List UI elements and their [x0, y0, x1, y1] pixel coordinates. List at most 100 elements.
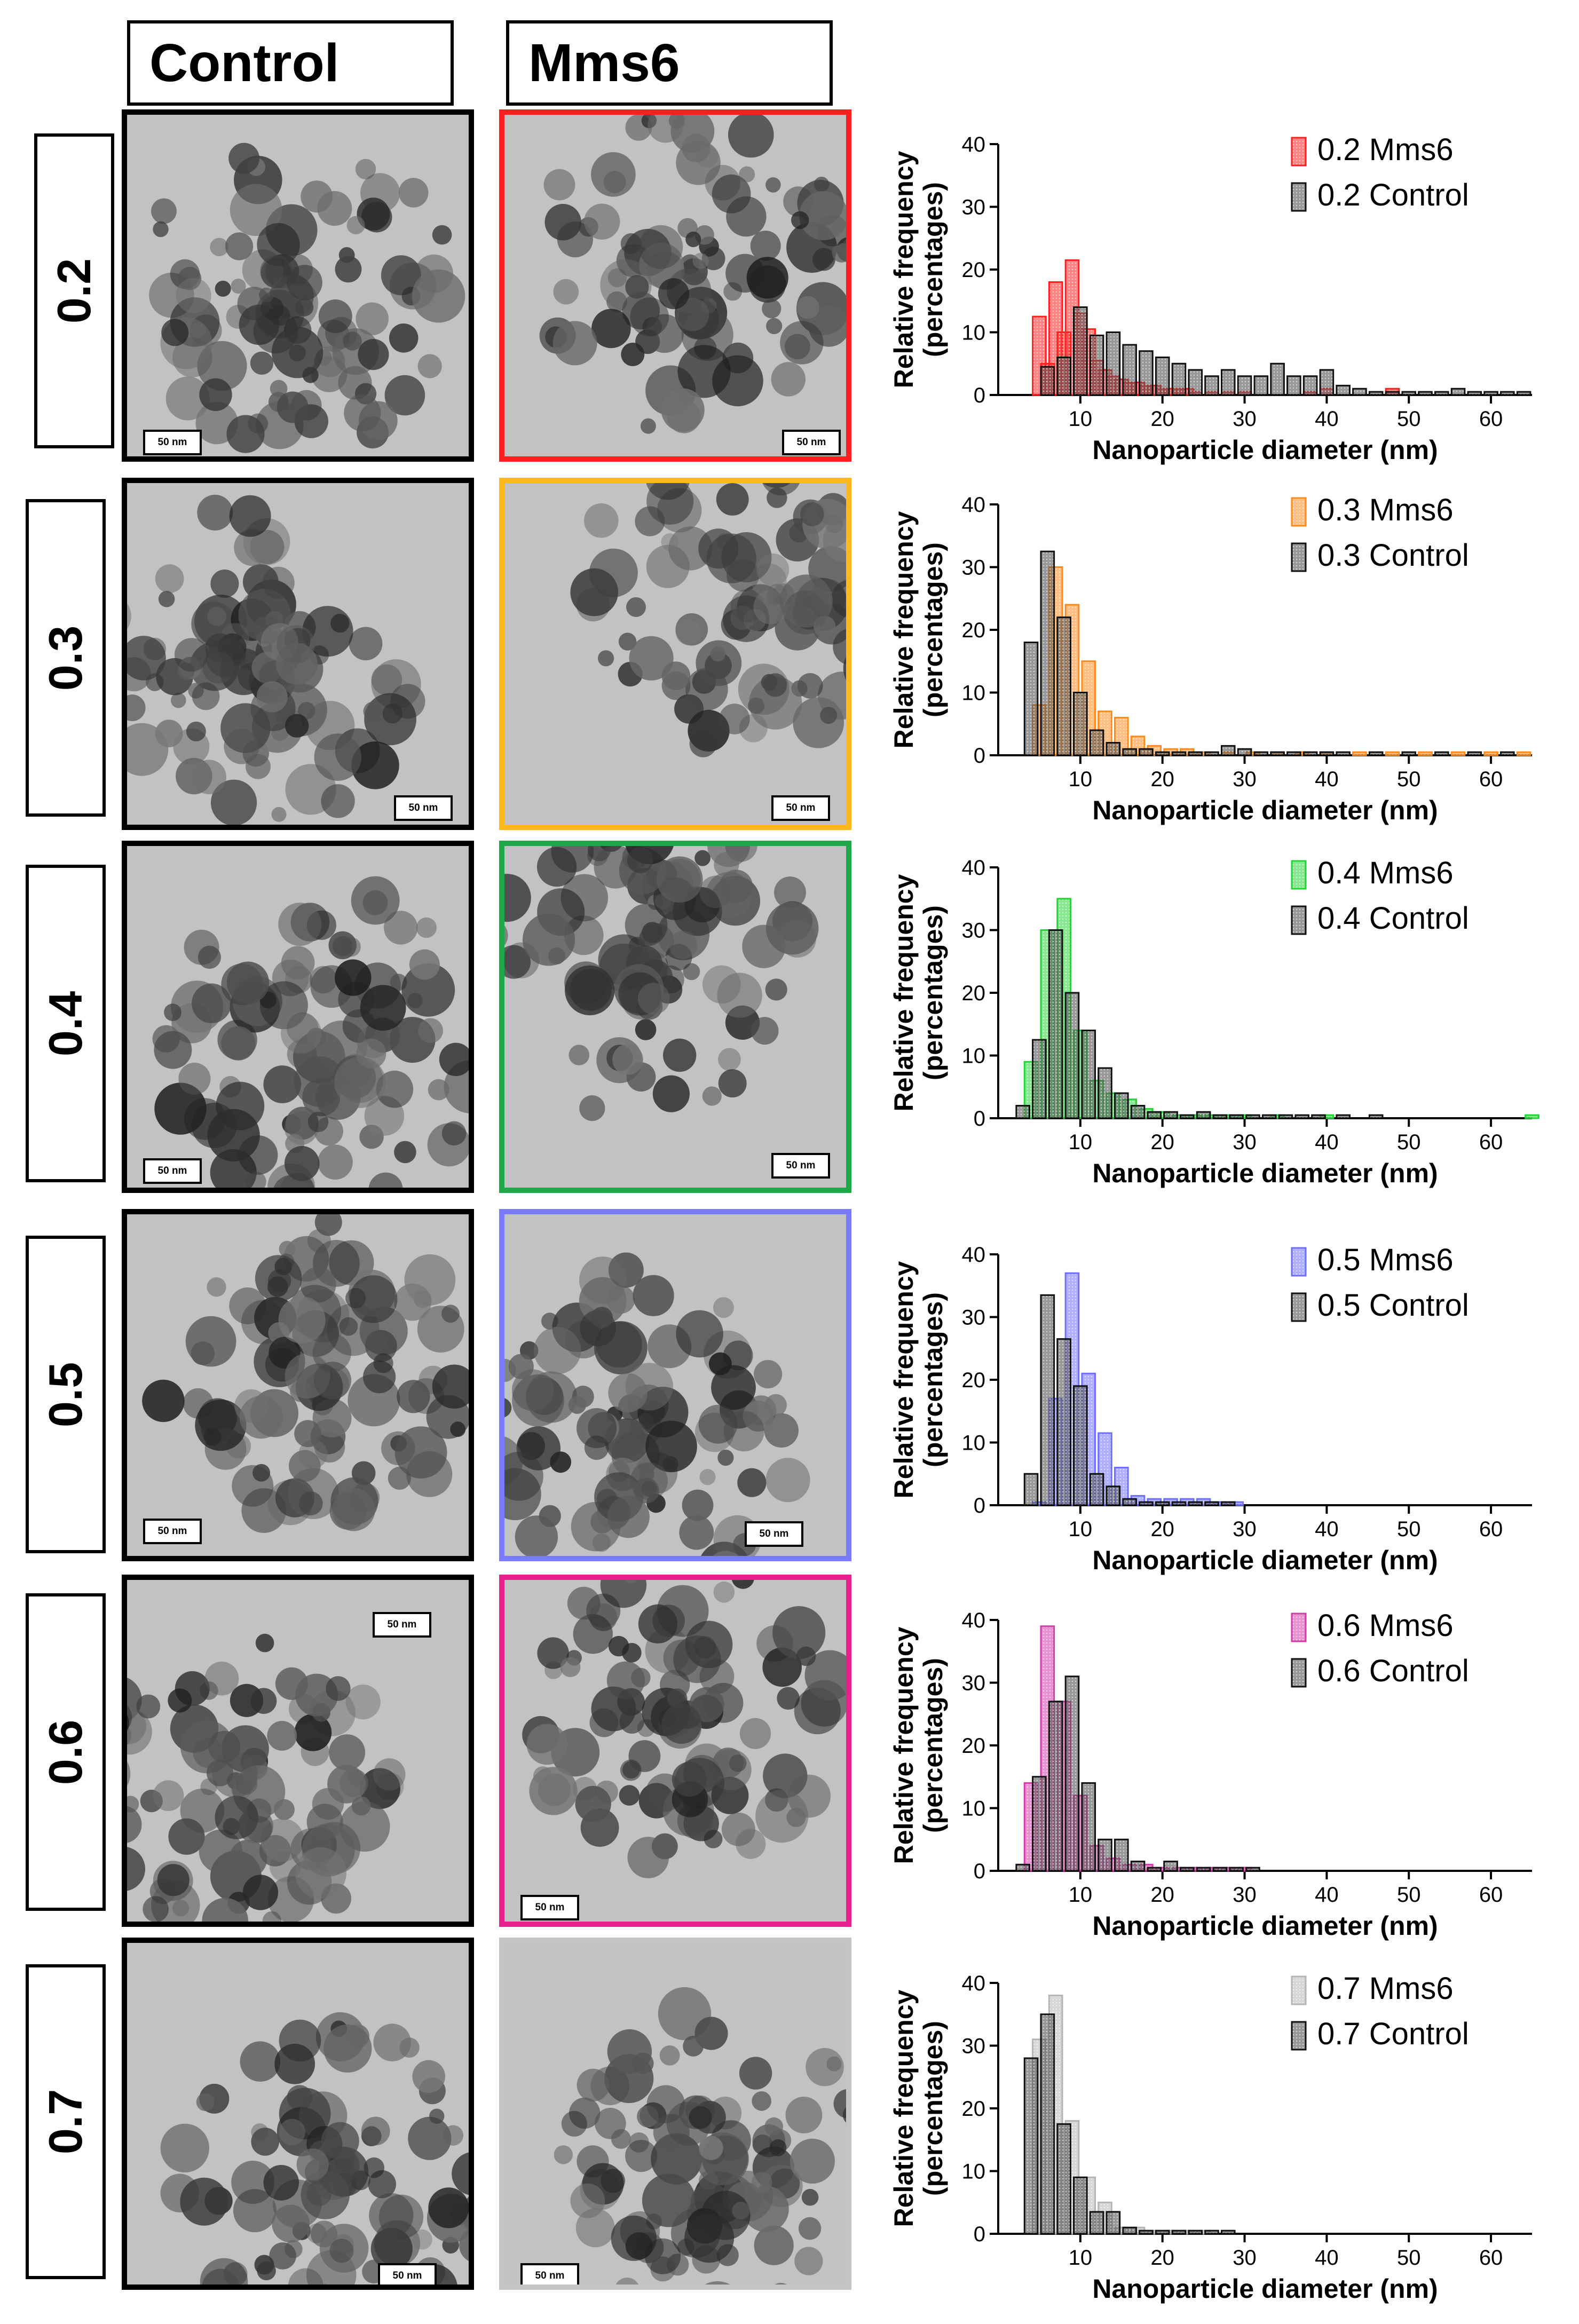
legend-swatch-mms6 — [1291, 497, 1307, 527]
legend-label-mms6: 0.2 Mms6 — [1317, 132, 1454, 167]
scale-bar: 50 nm — [373, 1612, 431, 1638]
x-tick-label: 40 — [1315, 1131, 1339, 1154]
scale-bar: 50 nm — [143, 1519, 202, 1544]
x-tick-label: 20 — [1150, 1883, 1174, 1907]
x-tick-label: 20 — [1150, 2246, 1174, 2270]
bar-control — [1434, 751, 1449, 756]
micrograph-texture — [504, 1943, 846, 2285]
bar-control — [1073, 1385, 1088, 1506]
bar-control — [1106, 742, 1121, 756]
x-tick-label: 30 — [1233, 2246, 1257, 2270]
bar-control — [1114, 1838, 1129, 1872]
bar-control — [1270, 751, 1285, 756]
bar-control — [1064, 1675, 1080, 1872]
x-tick-label: 20 — [1150, 768, 1174, 791]
legend-label-mms6: 0.7 Mms6 — [1317, 1971, 1454, 2006]
x-axis-label: Nanoparticle diameter (nm) — [1092, 1158, 1438, 1188]
bar-control — [1032, 1039, 1047, 1119]
y-axis-label-2: (percentages) — [918, 1292, 948, 1467]
legend-label-control: 0.3 Control — [1317, 538, 1469, 573]
y-tick-label: 0 — [974, 1860, 985, 1883]
tem-image-control-0.2: 50 nm — [122, 109, 474, 462]
bar-control — [1245, 1114, 1260, 1119]
bar-control — [1171, 2230, 1187, 2235]
bar-control — [1188, 751, 1203, 756]
bar-control — [1385, 391, 1400, 396]
y-tick-label: 10 — [962, 321, 986, 345]
micrograph-texture — [127, 1214, 469, 1556]
micrograph-texture — [504, 846, 846, 1188]
bar-control — [1401, 391, 1417, 396]
legend-swatch-mms6 — [1291, 137, 1307, 167]
bar-control — [1098, 1838, 1112, 1872]
bar-control — [1073, 306, 1088, 396]
tem-image-mms6-0.3: 50 nm — [499, 478, 851, 830]
scale-bar: 50 nm — [745, 1521, 803, 1547]
bar-control — [1237, 748, 1252, 756]
bar-control — [1196, 1867, 1211, 1872]
bar-control — [1040, 366, 1055, 396]
y-tick-label: 20 — [962, 1369, 986, 1392]
x-tick-label: 50 — [1397, 1883, 1421, 1907]
bar-control — [1237, 375, 1252, 396]
x-tick-label: 30 — [1233, 1131, 1257, 1154]
tem-image-mms6-0.7: 50 nm — [499, 1938, 851, 2290]
x-tick-label: 60 — [1479, 2246, 1503, 2270]
scale-bar: 50 nm — [520, 1895, 579, 1920]
legend-label-mms6: 0.3 Mms6 — [1317, 493, 1454, 527]
bar-control — [1155, 751, 1170, 756]
bar-control — [1106, 331, 1121, 396]
bar-control — [1450, 388, 1466, 396]
bar-control — [1056, 616, 1071, 756]
histogram-0.6: 0 10 20 30 40 10 20 30 40 50 60 Nanoparticle diamet… — [889, 1608, 1532, 1941]
legend-swatch-control — [1291, 2021, 1307, 2051]
y-tick-label: 10 — [962, 1797, 986, 1821]
x-axis-label: Nanoparticle diameter (nm) — [1092, 1545, 1438, 1575]
legend-swatch-control — [1291, 1292, 1307, 1322]
x-tick-label: 30 — [1233, 407, 1257, 431]
y-tick-label: 30 — [962, 1306, 986, 1330]
legend-label-control: 0.5 Control — [1317, 1288, 1469, 1323]
y-tick-label: 20 — [962, 982, 986, 1005]
bar-control — [1023, 642, 1039, 756]
bar-control — [1106, 1485, 1121, 1506]
bar-control — [1081, 1030, 1096, 1119]
x-tick-label: 20 — [1150, 1517, 1174, 1541]
bar-control — [1368, 391, 1384, 396]
bar-control — [1253, 375, 1269, 396]
bar-control — [1368, 751, 1384, 756]
y-axis-label-2: (percentages) — [918, 1658, 948, 1833]
bar-control — [1130, 1105, 1146, 1119]
bar-control — [1204, 751, 1219, 756]
x-tick-label: 10 — [1069, 1131, 1093, 1154]
x-tick-label: 40 — [1315, 407, 1339, 431]
y-tick-label: 30 — [962, 919, 986, 943]
bar-control — [1122, 1498, 1137, 1506]
x-tick-label: 10 — [1069, 768, 1093, 791]
x-axis-label: Nanoparticle diameter (nm) — [1092, 795, 1438, 825]
legend-swatch-mms6 — [1291, 1247, 1307, 1277]
scale-bar: 50 nm — [771, 1153, 830, 1179]
bar-control — [1253, 751, 1269, 756]
tem-image-control-0.5: 50 nm — [122, 1209, 474, 1561]
bar-control — [1418, 391, 1433, 396]
legend-label-control: 0.4 Control — [1317, 901, 1469, 936]
bar-control — [1073, 2176, 1088, 2235]
bar-control — [1089, 334, 1104, 396]
y-tick-label: 40 — [962, 493, 986, 517]
bar-control — [1155, 2230, 1170, 2235]
micrograph-texture — [127, 846, 469, 1188]
bar-mms6 — [1525, 1114, 1539, 1119]
bar-control — [1089, 1473, 1104, 1506]
y-tick-label: 0 — [974, 744, 985, 768]
y-axis-label-2: (percentages) — [918, 182, 948, 357]
y-axis-label: Relative frequency — [889, 151, 919, 388]
y-tick-label: 30 — [962, 1672, 986, 1695]
bar-control — [1139, 350, 1154, 396]
bar-control — [1089, 729, 1104, 756]
y-tick-label: 10 — [962, 1045, 986, 1068]
header-control: Control — [127, 20, 454, 106]
bar-control — [1056, 2123, 1071, 2235]
bar-control — [1122, 344, 1137, 396]
bar-control — [1220, 1501, 1236, 1506]
